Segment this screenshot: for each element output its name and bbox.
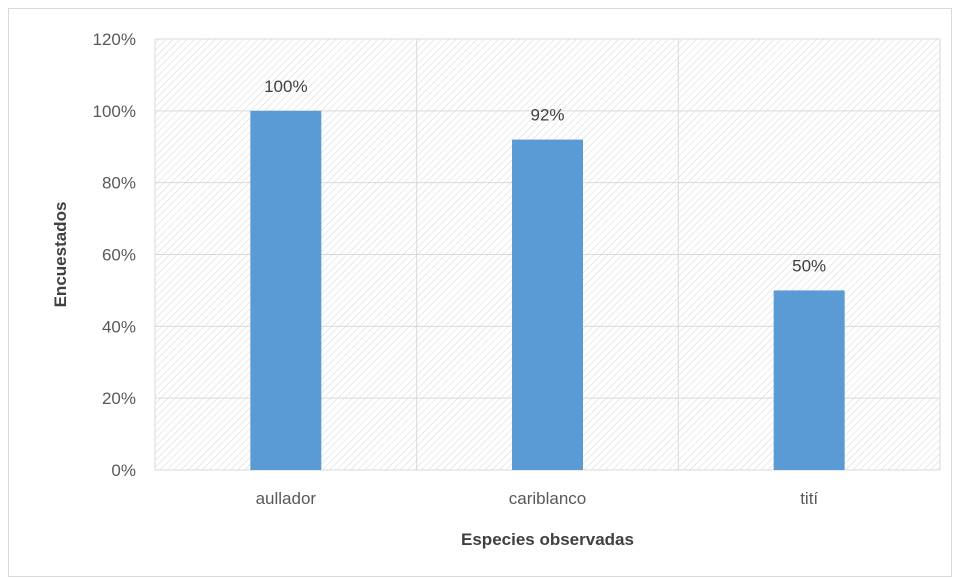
- y-tick-label: 120%: [93, 30, 136, 49]
- y-tick-label: 60%: [102, 246, 136, 265]
- data-labels: 100% 92% 50%: [264, 77, 826, 276]
- y-axis-ticks: 0% 20% 40% 60% 80% 100% 120%: [93, 30, 136, 480]
- x-axis-title: Especies observadas: [461, 530, 634, 549]
- x-tick-label-3: tití: [800, 489, 818, 508]
- data-label-1: 100%: [264, 77, 307, 96]
- y-tick-label: 40%: [102, 317, 136, 336]
- bar-3: [773, 290, 845, 470]
- y-axis-title: Encuestados: [51, 202, 70, 308]
- bar-2: [512, 139, 583, 471]
- y-tick-label: 20%: [102, 389, 136, 408]
- bar-1: [250, 110, 322, 470]
- x-tick-label-1: aullador: [256, 489, 317, 508]
- bars: [250, 110, 845, 471]
- data-label-3: 50%: [792, 256, 826, 275]
- y-tick-label: 0%: [111, 461, 136, 480]
- y-tick-label: 100%: [93, 102, 136, 121]
- x-tick-label-2: cariblanco: [509, 489, 587, 508]
- x-axis-labels: aullador cariblanco tití: [256, 489, 819, 508]
- data-label-2: 92%: [530, 106, 564, 125]
- y-tick-label: 80%: [102, 174, 136, 193]
